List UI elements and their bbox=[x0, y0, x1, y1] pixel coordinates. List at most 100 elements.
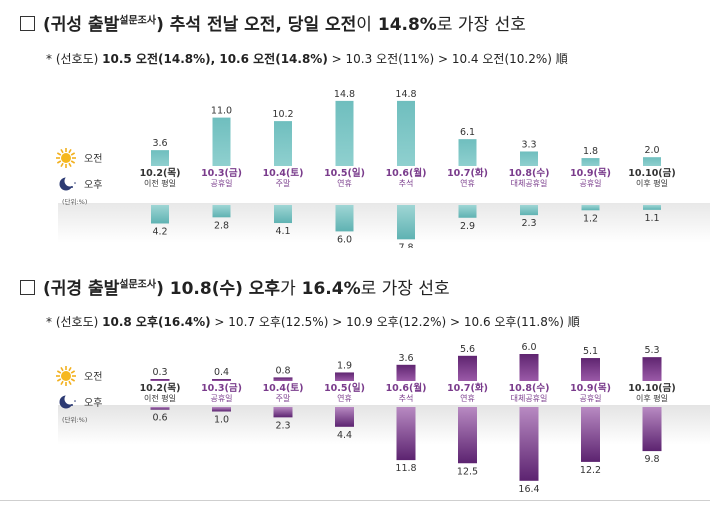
category-sublabel: 이전 평일 bbox=[144, 393, 176, 403]
value-label-am: 5.3 bbox=[644, 345, 659, 356]
value-label-am: 3.3 bbox=[521, 139, 536, 150]
category-sublabel: 공휴일 bbox=[579, 179, 601, 188]
section2-title-value: 16.4% bbox=[301, 279, 361, 299]
value-label-am: 5.1 bbox=[583, 346, 598, 357]
category-sublabel: 대체공휴일 bbox=[511, 393, 548, 403]
value-label-am: 0.3 bbox=[152, 367, 167, 378]
bar-am-10.8(수) bbox=[520, 151, 538, 166]
bar-am-10.3(금) bbox=[212, 117, 231, 166]
value-label-am: 6.1 bbox=[460, 127, 475, 138]
bar-am-10.4(토) bbox=[273, 377, 293, 381]
bar-am-10.7(화) bbox=[458, 355, 477, 381]
category-label: 10.9(목) bbox=[570, 383, 611, 394]
afternoon-band bbox=[58, 405, 710, 445]
bar-am-10.10(금) bbox=[642, 357, 662, 381]
bar-am-10.10(금) bbox=[643, 157, 661, 166]
bar-am-10.9(목) bbox=[581, 358, 600, 381]
section1-heading: (귀성 출발설문조사) 추석 전날 오전, 당일 오전이 14.8%로 가장 선… bbox=[20, 10, 526, 35]
bar-pm-10.6(월) bbox=[397, 205, 415, 240]
category-label: 10.8(수) bbox=[509, 168, 550, 179]
unit-label: (단위:%) bbox=[62, 415, 87, 424]
section1-pref-top: 10.5 오전(14.8%), 10.6 오전(14.8%) bbox=[102, 52, 328, 66]
category-sublabel: 연휴 bbox=[460, 179, 475, 188]
bar-pm-10.4(토) bbox=[274, 205, 292, 224]
value-label-am: 3.6 bbox=[152, 138, 167, 149]
value-label-pm: 7.8 bbox=[398, 242, 413, 248]
chart-departure: 3.610.2(목)이전 평일4.211.010.3(금)공휴일2.810.21… bbox=[56, 89, 710, 248]
category-sublabel: 이전 평일 bbox=[144, 178, 176, 188]
value-label-pm: 1.0 bbox=[214, 415, 229, 426]
section1-title-particle: 이 bbox=[356, 15, 372, 35]
value-label-pm: 1.1 bbox=[644, 213, 659, 224]
unit-label: (단위:%) bbox=[62, 197, 87, 206]
category-label: 10.10(금) bbox=[628, 383, 675, 394]
legend-pm-label: 오후 bbox=[84, 397, 102, 409]
section2-title-suffix: 로 가장 선호 bbox=[360, 279, 450, 299]
moon-icon bbox=[59, 175, 76, 191]
bar-am-10.9(목) bbox=[581, 158, 600, 166]
value-label-pm: 1.2 bbox=[583, 213, 598, 224]
value-label-pm: 2.8 bbox=[214, 220, 229, 231]
bar-am-10.8(수) bbox=[519, 354, 539, 381]
category-label: 10.10(금) bbox=[628, 168, 675, 179]
section1-title-main: ) 추석 전날 오전, 당일 오전 bbox=[156, 15, 357, 35]
bar-am-10.5(일) bbox=[335, 100, 354, 166]
category-sublabel: 주말 bbox=[276, 394, 291, 403]
legend-am-label: 오전 bbox=[84, 371, 102, 383]
category-sublabel: 이후 평일 bbox=[636, 178, 668, 188]
section1-pref-label: (선호도) bbox=[55, 52, 99, 66]
section1-title-suffix: 로 가장 선호 bbox=[436, 15, 526, 35]
category-label: 10.3(금) bbox=[201, 383, 242, 394]
bar-am-10.7(화) bbox=[458, 139, 477, 166]
chart-return: 0.310.2(목)이전 평일0.60.410.3(금)공휴일1.00.810.… bbox=[56, 342, 710, 495]
section2-heading: (귀경 출발설문조사) 10.8(수) 오후가 16.4%로 가장 선호 bbox=[20, 274, 450, 299]
value-label-am: 2.0 bbox=[644, 145, 659, 156]
value-label-pm: 12.2 bbox=[580, 465, 601, 476]
category-label: 10.4(토) bbox=[263, 168, 304, 179]
bar-am-10.4(토) bbox=[274, 121, 292, 166]
value-label-pm: 2.9 bbox=[460, 221, 475, 232]
bar-pm-10.8(수) bbox=[520, 205, 538, 216]
category-label: 10.6(월) bbox=[386, 382, 427, 394]
category-sublabel: 이후 평일 bbox=[636, 393, 668, 403]
value-label-am: 14.8 bbox=[395, 89, 416, 100]
category-sublabel: 대체공휴일 bbox=[511, 178, 548, 188]
value-label-pm: 16.4 bbox=[518, 484, 539, 495]
category-sublabel: 공휴일 bbox=[579, 394, 601, 403]
value-label-am: 6.0 bbox=[521, 342, 536, 353]
bar-pm-10.3(금) bbox=[212, 205, 231, 218]
bar-am-10.5(일) bbox=[335, 372, 354, 381]
value-label-am: 10.2 bbox=[272, 109, 293, 120]
section1-pref-star: * bbox=[46, 52, 52, 66]
value-label-am: 11.0 bbox=[211, 106, 232, 117]
section2-pref-top: 10.8 오후(16.4%) bbox=[102, 315, 211, 329]
bar-am-10.6(월) bbox=[396, 364, 416, 381]
section2-pref-rest: > 10.7 오후(12.5%) > 10.9 오후(12.2%) > 10.6… bbox=[210, 315, 580, 329]
bar-pm-10.2(목) bbox=[151, 205, 169, 224]
bar-pm-10.10(금) bbox=[643, 205, 661, 210]
value-label-am: 14.8 bbox=[334, 89, 355, 100]
category-label: 10.7(화) bbox=[447, 382, 488, 394]
value-label-pm: 11.8 bbox=[395, 463, 416, 474]
moon-icon bbox=[59, 393, 76, 409]
category-label: 10.7(화) bbox=[447, 167, 488, 179]
category-label: 10.4(토) bbox=[263, 383, 304, 394]
category-label: 10.2(목) bbox=[140, 168, 181, 179]
section1-pref-rest: > 10.3 오전(11%) > 10.4 오전(10.2%) 順 bbox=[327, 52, 568, 66]
legend-pm-label: 오후 bbox=[84, 179, 102, 191]
bar-pm-10.9(목) bbox=[581, 205, 600, 211]
value-label-pm: 4.2 bbox=[152, 226, 167, 237]
section2-pref-label: (선호도) bbox=[55, 315, 99, 329]
legend-am-label: 오전 bbox=[84, 153, 102, 165]
bar-pm-10.2(목) bbox=[150, 407, 170, 410]
bottom-divider bbox=[0, 500, 710, 501]
category-label: 10.2(목) bbox=[140, 383, 181, 394]
section2-pref-star: * bbox=[46, 315, 52, 329]
value-label-pm: 6.0 bbox=[337, 234, 352, 245]
section2-title-sup: 설문조사 bbox=[119, 279, 157, 291]
category-sublabel: 공휴일 bbox=[210, 179, 232, 188]
section1-preference: * (선호도) 10.5 오전(14.8%), 10.6 오전(14.8%) >… bbox=[46, 50, 568, 67]
bar-am-10.6(월) bbox=[397, 100, 415, 166]
value-label-am: 1.9 bbox=[337, 360, 352, 371]
value-label-am: 0.8 bbox=[275, 365, 290, 376]
